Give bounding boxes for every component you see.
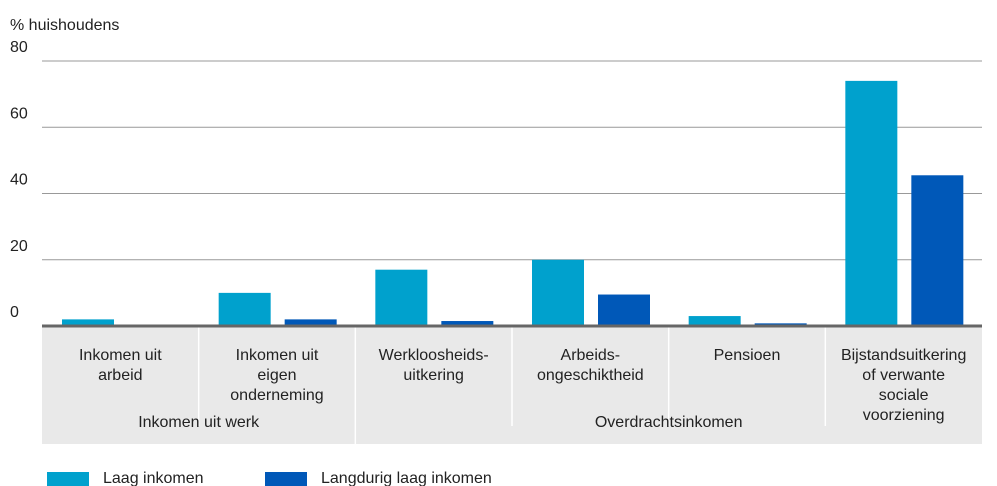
- bar: [532, 259, 584, 326]
- legend-swatch: [265, 472, 307, 486]
- x-tick-label: Arbeids- ongeschiktheid: [536, 347, 644, 384]
- bar: [845, 80, 898, 326]
- x-tick-label: Inkomen uit arbeid: [78, 347, 162, 384]
- y-tick-label: 0: [10, 304, 19, 321]
- group-label: Overdrachtsinkomen: [594, 414, 743, 431]
- bar: [218, 292, 271, 326]
- y-axis-label: % huishoudens: [10, 17, 119, 34]
- x-tick-label: Bijstandsuitkering of verwante sociale v…: [840, 347, 967, 424]
- group-label: Inkomen uit werk: [138, 414, 260, 431]
- bar: [284, 319, 337, 326]
- bar: [688, 316, 741, 326]
- bar: [911, 175, 964, 326]
- y-tick-label: 20: [10, 238, 28, 255]
- bar: [441, 321, 494, 326]
- y-tick-label: 40: [10, 172, 28, 189]
- x-tick-label: Inkomen uit eigen onderneming: [230, 347, 324, 404]
- y-tick-label: 60: [10, 105, 28, 122]
- x-tick-label: Werkloosheids- uitkering: [378, 347, 489, 384]
- legend-label: Langdurig laag inkomen: [321, 470, 492, 486]
- bar: [375, 269, 428, 326]
- bar: [62, 319, 114, 326]
- x-tick-label: Pensioen: [713, 347, 781, 364]
- y-tick-label: 80: [10, 39, 28, 56]
- legend-swatch: [47, 472, 89, 486]
- bar: [598, 294, 650, 326]
- legend-label: Laag inkomen: [103, 470, 204, 486]
